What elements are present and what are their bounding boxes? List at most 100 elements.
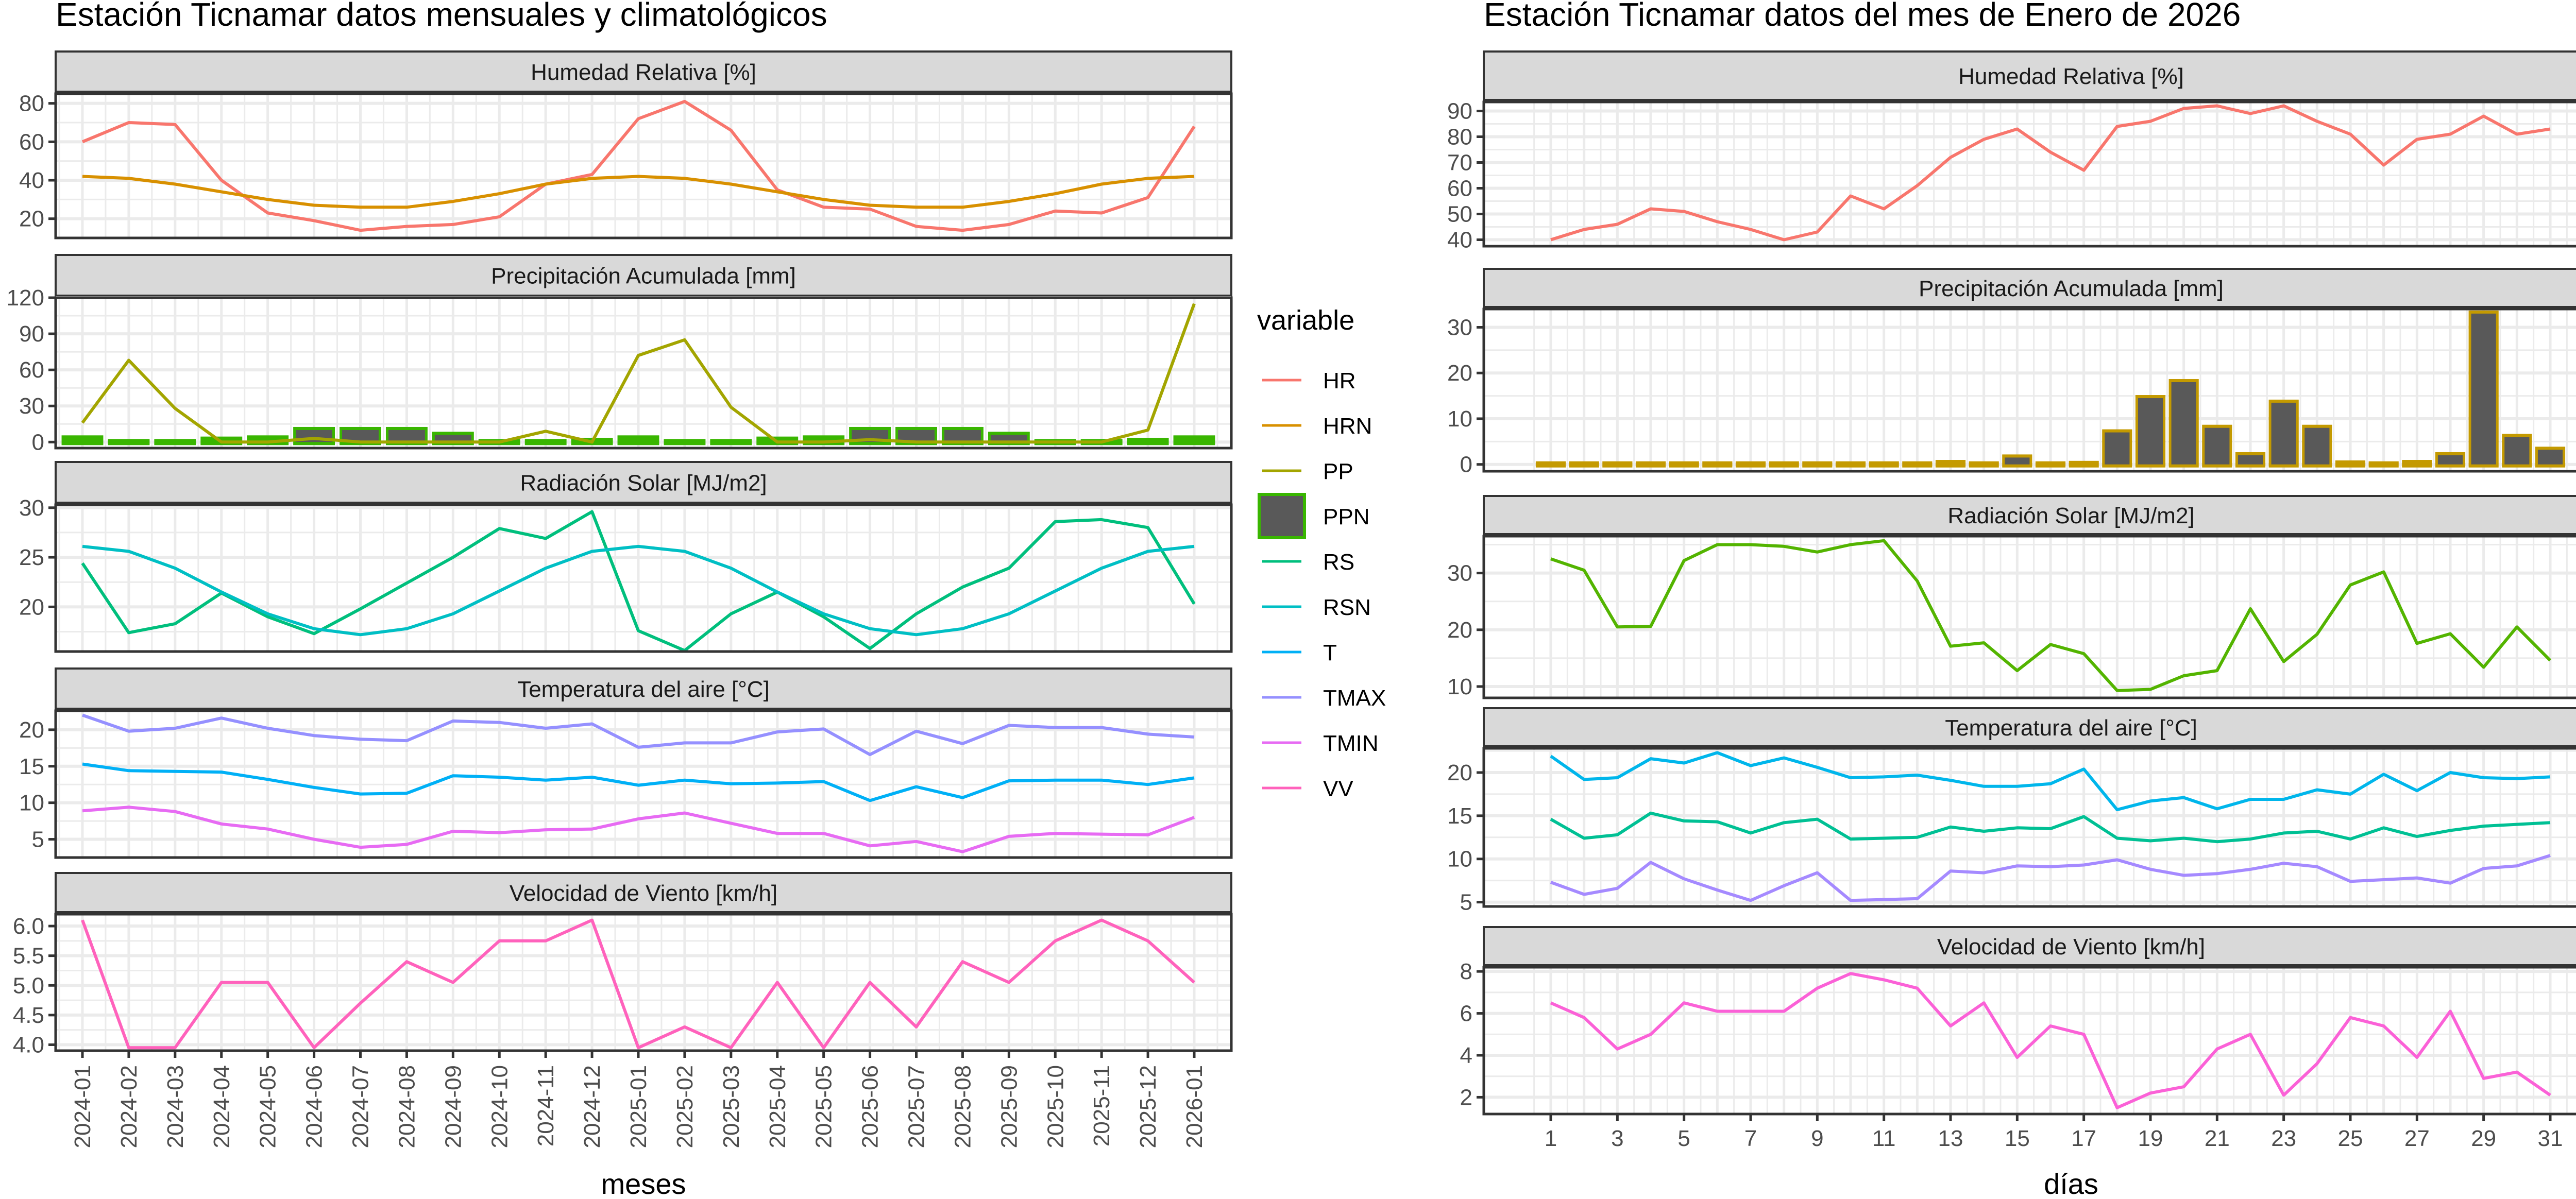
y-tick-label: 10 [1447, 674, 1472, 699]
x-tick-label: 9 [1811, 1126, 1823, 1151]
y-tick-label: 10 [1447, 406, 1472, 432]
y-tick-label: 0 [32, 430, 44, 455]
y-tick-label: 15 [19, 754, 44, 779]
x-tick-label: 2024-03 [163, 1065, 188, 1148]
legend: variable HR HRN PP PPN RS RSN T TMAX TMIN VV [1257, 305, 1386, 801]
legend-label: HRN [1323, 414, 1372, 439]
legend-label: TMAX [1323, 686, 1386, 711]
bar [434, 435, 471, 442]
legend-item: TMAX [1262, 686, 1386, 711]
x-tick-label: 2024-02 [116, 1065, 142, 1148]
bar-outline [1902, 461, 1933, 468]
x-axis-title: meses [601, 1168, 686, 1199]
y-tick-label: 20 [19, 717, 44, 743]
panel-border [54, 503, 1233, 653]
y-tick-label: 20 [1447, 361, 1472, 386]
y-tick-label: 60 [1447, 176, 1472, 201]
bar [2471, 313, 2496, 465]
panel-border [1482, 747, 2576, 908]
y-tick-label: 0 [1460, 452, 1472, 477]
x-tick-label: 2025-05 [811, 1065, 837, 1148]
legend-label: T [1323, 640, 1337, 665]
facet-label: Radiación Solar [MJ/m2] [1947, 503, 2194, 528]
y-tick-label: 6 [1460, 1001, 1472, 1026]
facet-label: Temperatura del aire [°C] [1945, 715, 2197, 741]
bar-outline [1769, 461, 1799, 468]
monthly-chart: Estación Ticnamar datos mensuales y clim… [7, 0, 1386, 1199]
legend-item: TMIN [1262, 731, 1379, 756]
x-tick-label: 11 [1872, 1126, 1896, 1151]
x-tick-label: 13 [1938, 1126, 1963, 1151]
legend-item: RS [1262, 550, 1354, 575]
legend-item: HR [1262, 368, 1356, 393]
y-tick-label: 5.0 [13, 973, 44, 998]
x-tick-label: 2024-11 [533, 1065, 558, 1146]
bar-outline [1702, 461, 1733, 468]
panel-border [54, 92, 1233, 239]
x-tick-label: 2025-09 [996, 1065, 1022, 1148]
facet-strip [55, 461, 1232, 504]
legend-label: PPN [1323, 504, 1369, 529]
chart-title: Estación Ticnamar datos del mes de Enero… [1484, 0, 2241, 33]
bar-outline [664, 439, 706, 446]
bar [990, 435, 1027, 442]
y-tick-label: 30 [1447, 315, 1472, 340]
facet-strip [1483, 926, 2576, 966]
y-tick-label: 10 [19, 791, 44, 816]
facet-label: Precipitación Acumulada [mm] [491, 264, 796, 289]
bar-outline [1869, 461, 1899, 468]
y-tick-label: 5.5 [13, 944, 44, 969]
x-tick-label: 2024-09 [440, 1065, 466, 1148]
y-tick-label: 10 [1447, 847, 1472, 872]
y-tick-label: 50 [1447, 202, 1472, 227]
bar [342, 430, 379, 442]
legend-item: VV [1262, 776, 1353, 801]
y-tick-label: 5 [32, 827, 44, 852]
facet-panel: Temperatura del aire [°C] 5 10 15 20 [19, 667, 1233, 859]
x-tick-label: 2025-03 [719, 1065, 744, 1148]
bar-outline [1669, 461, 1699, 468]
y-tick-label: 30 [19, 495, 44, 521]
y-tick-label: 40 [19, 168, 44, 193]
facet-label: Velocidad de Viento [km/h] [510, 881, 777, 906]
y-tick-label: 2 [1460, 1085, 1472, 1110]
bar-outline [524, 439, 567, 446]
legend-label: RS [1323, 550, 1354, 575]
panel-border [54, 709, 1233, 859]
y-tick-label: 4.0 [13, 1032, 44, 1057]
y-tick-label: 15 [1447, 803, 1472, 829]
facet-strip [55, 50, 1232, 93]
y-tick-label: 25 [19, 545, 44, 570]
bar [2238, 455, 2263, 465]
plot-background [1484, 967, 2576, 1114]
bar-outline [2368, 461, 2399, 468]
bar [2504, 437, 2530, 465]
facet-label: Humedad Relativa [%] [1958, 64, 2184, 89]
facet-strip [1483, 50, 2576, 101]
bar-outline [1635, 461, 1666, 468]
facet-strip [1483, 495, 2576, 535]
panel-border [1482, 307, 2576, 473]
x-tick-label: 2025-11 [1089, 1065, 1114, 1146]
y-tick-label: 70 [1447, 150, 1472, 176]
panel-border [54, 913, 1233, 1052]
y-tick-label: 90 [1447, 99, 1472, 124]
panel-border [1482, 535, 2576, 699]
x-tick-label: 2025-07 [904, 1065, 929, 1148]
bar [2205, 427, 2230, 465]
x-tick-label: 2024-10 [487, 1065, 512, 1148]
y-tick-label: 6.0 [13, 914, 44, 939]
y-tick-label: 8 [1460, 959, 1472, 984]
bar-outline [154, 439, 196, 446]
bar-outline [1935, 460, 1966, 468]
bar-outline [108, 439, 150, 446]
x-tick-label: 2024-06 [302, 1065, 327, 1148]
facet-strip [1483, 707, 2576, 747]
x-tick-label: 2025-06 [858, 1065, 883, 1148]
legend-item: RSN [1262, 595, 1371, 620]
legend-title: variable [1257, 305, 1354, 336]
y-tick-label: 4.5 [13, 1003, 44, 1028]
y-tick-label: 90 [19, 321, 44, 347]
y-tick-label: 30 [1447, 561, 1472, 586]
facet-strip [1483, 268, 2576, 308]
